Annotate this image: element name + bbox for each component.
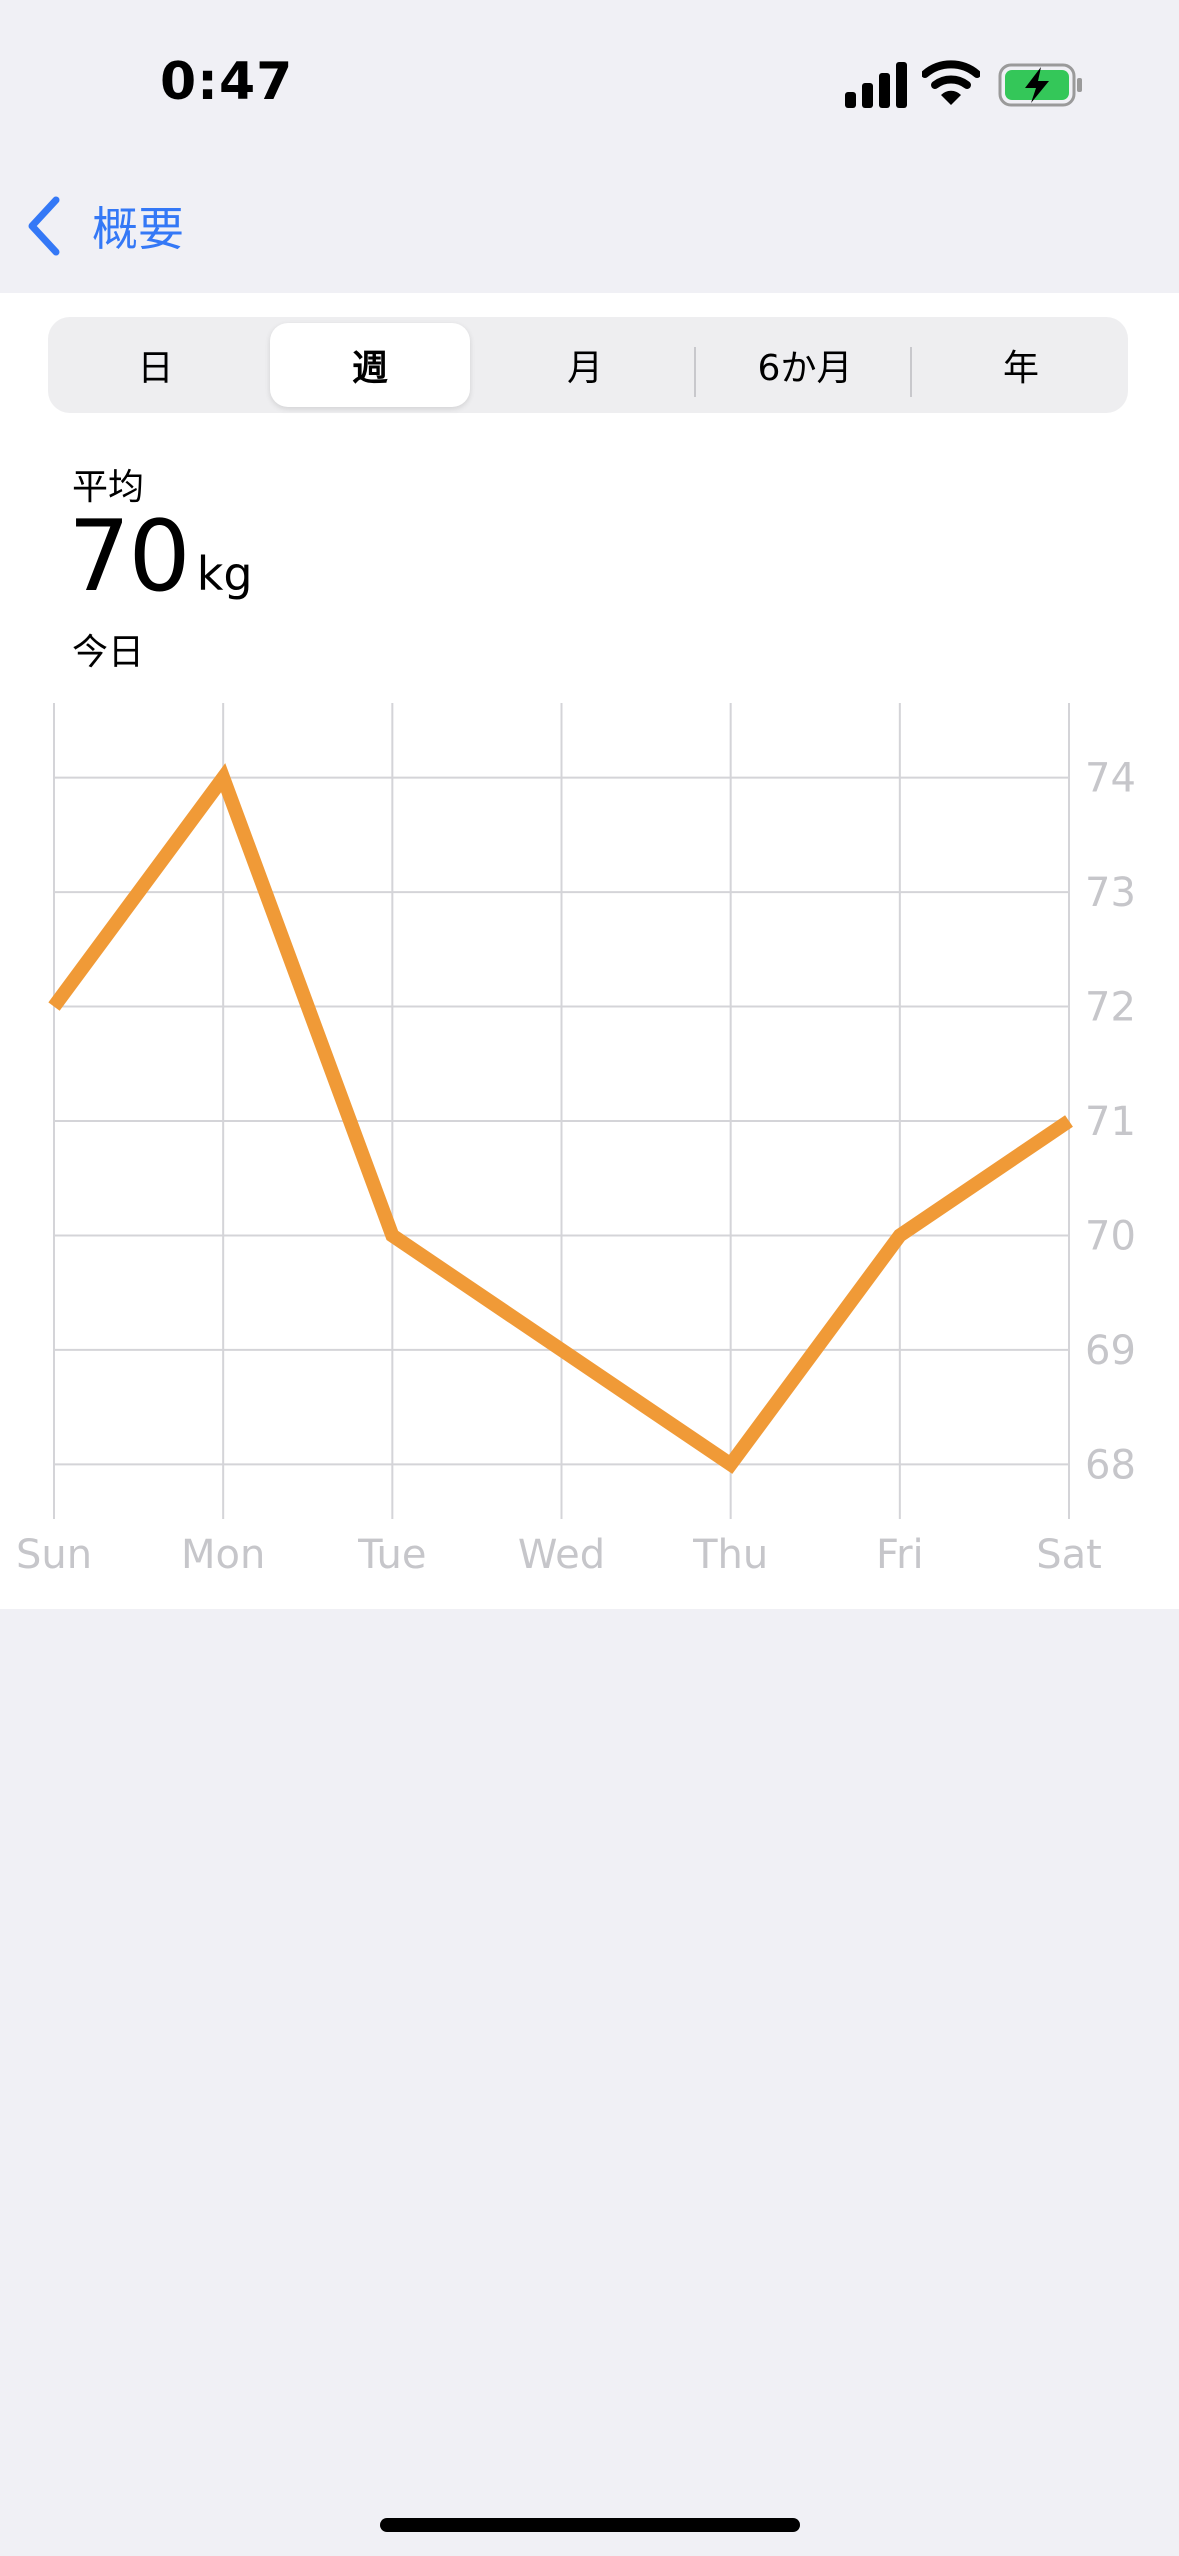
y-tick-label: 69 <box>1085 1328 1136 1374</box>
chevron-left-icon <box>28 196 60 256</box>
x-tick-label: Wed <box>518 1532 605 1578</box>
battery-charging-icon <box>998 63 1082 107</box>
x-tick-label: Sat <box>1036 1532 1102 1578</box>
average-unit: kg <box>196 547 253 601</box>
x-tick-label: Mon <box>181 1532 265 1578</box>
y-tick-label: 72 <box>1085 985 1136 1031</box>
segment-six-months[interactable]: 6か月 <box>757 348 853 389</box>
x-tick-label: Tue <box>357 1532 426 1578</box>
y-tick-label: 68 <box>1085 1442 1136 1488</box>
x-tick-label: Sun <box>16 1532 92 1578</box>
segment-divider <box>694 347 696 397</box>
date-label: 今日 <box>72 632 145 673</box>
average-label: 平均 <box>72 467 145 508</box>
segment-year[interactable]: 年 <box>1002 348 1039 389</box>
y-tick-label: 73 <box>1085 870 1136 916</box>
weight-series-line <box>48 763 1073 1474</box>
home-indicator[interactable] <box>380 2518 800 2532</box>
y-tick-label: 70 <box>1085 1213 1136 1259</box>
weight-chart-card: 日 週 月 6か月 年 平均 70 kg 今日 74 73 72 71 70 69 68 Su… <box>0 293 1179 1609</box>
time-range-segmented-control: 日 週 月 6か月 年 <box>48 317 1128 413</box>
x-tick-label: Fri <box>876 1532 924 1578</box>
status-time: 0:47 <box>160 52 294 112</box>
back-button[interactable]: 概要 <box>24 188 184 264</box>
y-tick-label: 74 <box>1085 756 1136 802</box>
wifi-icon <box>922 60 980 105</box>
segment-month[interactable]: 月 <box>566 348 603 389</box>
status-bar: 0:47 <box>0 0 1179 170</box>
y-tick-label: 71 <box>1085 1099 1136 1145</box>
segment-day[interactable]: 日 <box>137 348 174 389</box>
average-value-row: 70 kg <box>68 508 253 606</box>
weight-line-chart[interactable]: 74 73 72 71 70 69 68 Sun Mon Tue Wed Thu Fri Sat <box>0 703 1179 1593</box>
average-value: 70 <box>68 500 191 614</box>
cellular-signal-icon <box>845 62 907 108</box>
segment-divider <box>910 347 912 397</box>
segment-week[interactable]: 週 <box>270 323 470 407</box>
x-tick-label: Thu <box>692 1532 768 1578</box>
back-button-label: 概要 <box>92 202 184 256</box>
